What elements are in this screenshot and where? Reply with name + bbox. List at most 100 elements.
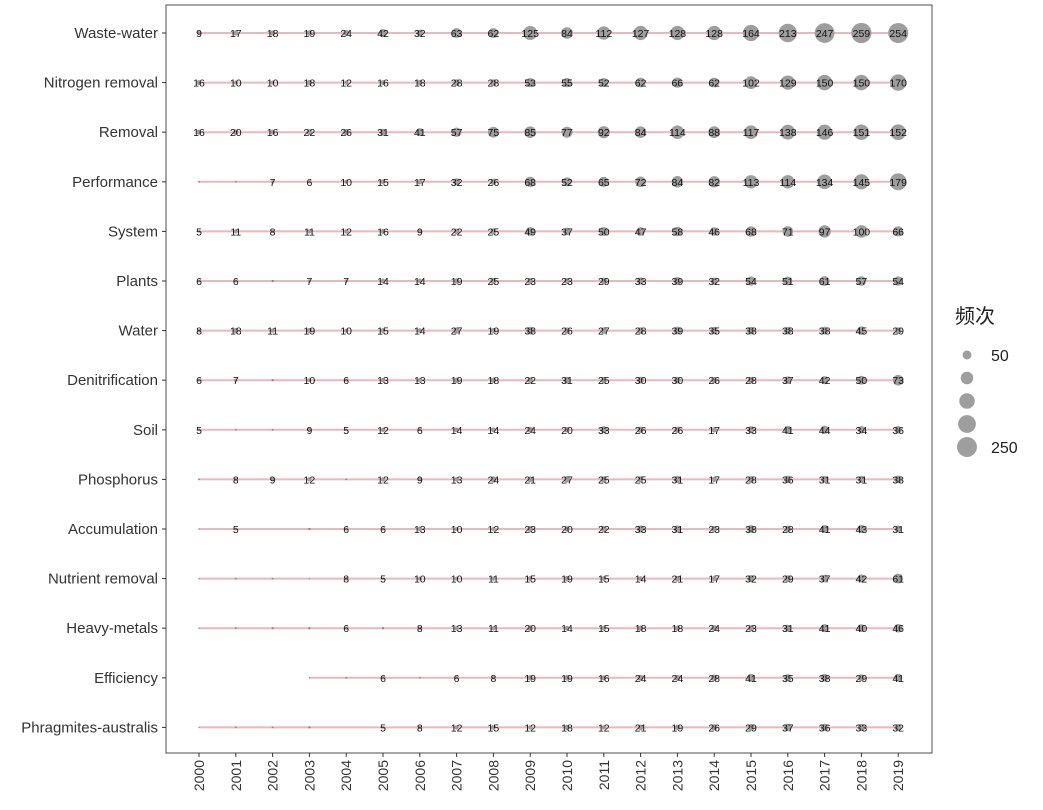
data-point <box>270 477 275 482</box>
data-label: 41 <box>892 673 904 685</box>
x-tick-label: 2001 <box>228 760 244 791</box>
data-label: 15 <box>598 623 610 635</box>
data-label: 9 <box>417 226 423 238</box>
data-point <box>781 175 795 189</box>
data-label: 31 <box>782 623 794 635</box>
data-point <box>670 125 685 139</box>
data-label: 179 <box>889 177 907 189</box>
data-point <box>198 726 200 729</box>
data-label: 23 <box>561 276 573 288</box>
data-point <box>597 126 610 139</box>
data-point <box>453 327 460 334</box>
data-point <box>600 277 608 285</box>
data-point <box>888 22 909 44</box>
y-tick-label: Removal <box>99 124 158 141</box>
data-point <box>601 725 606 730</box>
data-point <box>451 28 462 38</box>
data-label: 32 <box>708 276 720 288</box>
data-point <box>523 25 538 41</box>
data-label: 21 <box>635 722 647 734</box>
data-point <box>380 328 386 334</box>
data-label: 17 <box>230 28 242 40</box>
data-point <box>344 527 348 531</box>
data-point <box>711 476 717 482</box>
data-label: 8 <box>417 722 423 734</box>
data-point <box>417 477 422 482</box>
data-point <box>601 675 607 681</box>
data-point <box>637 476 644 483</box>
data-label: 66 <box>892 226 904 238</box>
data-point <box>637 625 644 631</box>
data-label: 14 <box>488 425 500 437</box>
data-label: 16 <box>598 673 610 685</box>
data-label: 39 <box>672 326 684 338</box>
data-label: 25 <box>635 474 647 486</box>
data-point <box>234 477 238 482</box>
data-label: 9 <box>196 28 202 40</box>
data-point <box>893 573 904 584</box>
data-point <box>344 229 349 234</box>
data-point <box>306 79 313 86</box>
data-label: 8 <box>417 623 423 635</box>
data-point <box>381 577 385 581</box>
data-point <box>270 129 276 135</box>
data-point <box>525 176 536 187</box>
data-point <box>454 427 459 433</box>
data-label: 19 <box>561 574 573 586</box>
data-label: 52 <box>598 78 610 90</box>
data-point <box>196 80 202 86</box>
data-point <box>454 477 459 482</box>
data-point <box>858 674 865 682</box>
data-point <box>345 676 348 679</box>
data-label: 117 <box>743 127 760 139</box>
data-point <box>562 177 572 187</box>
data-point <box>380 477 386 482</box>
data-point <box>711 427 717 433</box>
data-label: 150 <box>816 78 834 90</box>
data-label: 54 <box>892 276 904 288</box>
data-point <box>344 328 349 333</box>
data-label: 26 <box>708 722 720 734</box>
data-point <box>600 426 608 434</box>
data-label: 15 <box>598 574 610 586</box>
x-tick-label: 2017 <box>817 760 833 791</box>
data-label: 11 <box>304 226 315 238</box>
data-label: 36 <box>782 474 794 486</box>
data-label: 14 <box>377 276 389 288</box>
data-point <box>343 29 350 37</box>
data-point <box>564 724 570 731</box>
data-point <box>381 725 385 729</box>
y-tick-label: Nitrogen removal <box>44 75 158 92</box>
data-label: 23 <box>708 524 720 536</box>
data-point <box>269 30 276 36</box>
data-point <box>417 576 422 581</box>
data-label: 10 <box>304 375 316 387</box>
data-label: 31 <box>561 375 573 387</box>
data-point <box>197 428 201 432</box>
legend-title: 频次 <box>955 304 995 328</box>
data-label: 29 <box>598 276 610 288</box>
data-point <box>306 30 313 36</box>
data-point <box>674 625 681 631</box>
data-point <box>490 228 497 235</box>
data-label: 44 <box>819 425 831 437</box>
legend-label: 250 <box>991 440 1018 457</box>
data-point <box>416 29 424 37</box>
data-label: 14 <box>414 326 426 338</box>
data-label: 6 <box>343 623 349 635</box>
y-tick-label: Soil <box>133 422 158 439</box>
data-label: 5 <box>196 226 202 238</box>
data-point <box>856 375 866 385</box>
data-label: 51 <box>782 276 794 288</box>
data-point <box>711 625 718 632</box>
data-label: 6 <box>454 673 460 685</box>
data-point <box>524 126 537 139</box>
data-label: 15 <box>377 326 389 338</box>
x-tick-label: 2005 <box>375 760 391 791</box>
data-point <box>490 277 497 285</box>
data-label: 73 <box>892 375 904 387</box>
data-point <box>635 176 646 188</box>
data-point <box>234 726 237 729</box>
data-label: 10 <box>267 78 279 90</box>
